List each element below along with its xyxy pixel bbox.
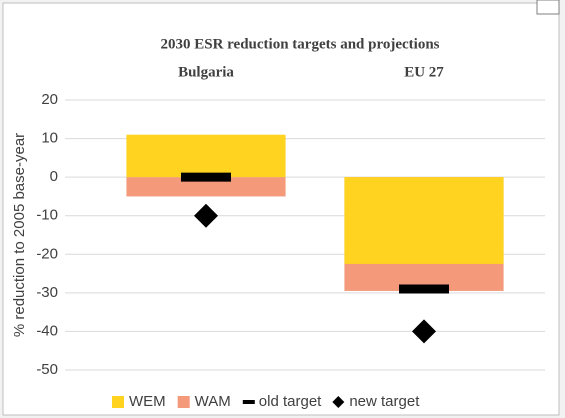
y-tick-label: -30 [36, 284, 58, 301]
y-tick-label: -10 [36, 207, 58, 224]
category-label: Bulgaria [178, 64, 234, 80]
new-target-marker [194, 203, 218, 228]
legend-label: new target [349, 393, 420, 410]
legend-swatch [112, 396, 124, 408]
y-tick-label: 20 [41, 91, 58, 108]
legend-label: WAM [195, 393, 231, 410]
y-tick-label: -50 [36, 361, 58, 378]
bar [126, 134, 286, 178]
y-tick-label: 0 [50, 168, 58, 185]
legend-label: WEM [129, 393, 166, 410]
bar [344, 177, 504, 264]
chart-title: 2030 ESR reduction targets and projectio… [160, 36, 439, 52]
old-target-marker [181, 172, 231, 182]
y-tick-label: 10 [41, 130, 58, 147]
legend-swatch [332, 396, 345, 408]
legend-swatch [177, 396, 190, 408]
y-axis-label: % reduction to 2005 base-year [11, 133, 28, 337]
y-tick-label: -40 [36, 322, 58, 339]
y-tick-label: -20 [36, 245, 58, 262]
bar [126, 177, 286, 197]
old-target-marker [399, 284, 449, 294]
category-label: EU 27 [404, 64, 444, 80]
new-target-marker [412, 319, 436, 344]
corner-box [536, 0, 560, 15]
legend-swatch [242, 400, 255, 404]
legend-label: old target [259, 393, 322, 410]
